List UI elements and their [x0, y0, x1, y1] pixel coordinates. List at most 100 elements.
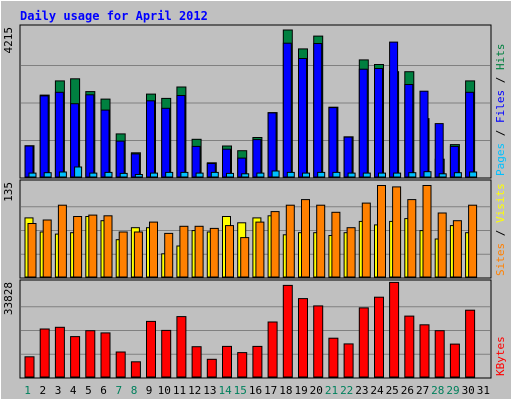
sites-bar — [194, 225, 204, 278]
kbytes-bar — [206, 358, 217, 378]
sites-bar — [240, 237, 250, 278]
panel-1: 4215 Pages / Files / Hits — [2, 24, 507, 179]
pages-bar — [302, 172, 310, 178]
sites-bar — [57, 204, 67, 278]
sites-bar — [377, 185, 386, 278]
x-tick-label: 9 — [146, 384, 153, 397]
pages-bar — [165, 171, 174, 178]
legend-item: Sites — [494, 243, 507, 276]
files-bar — [252, 139, 262, 178]
sites-bar — [285, 204, 295, 278]
legend: Pages / Files / Hits — [494, 44, 507, 177]
pages-bar — [226, 172, 234, 178]
sites-bar — [468, 204, 478, 278]
files-bar — [100, 109, 110, 178]
files-bar — [146, 100, 155, 178]
legend-item: Files — [494, 90, 507, 123]
kbytes-bar — [85, 330, 96, 378]
pages-bar — [393, 172, 402, 178]
x-tick-label: 25 — [386, 384, 399, 397]
kbytes-bar — [176, 316, 187, 378]
sites-bar — [118, 231, 128, 278]
x-tick-label: 26 — [401, 384, 414, 397]
pages-bar — [150, 172, 158, 178]
x-tick-label: 21 — [325, 384, 338, 397]
legend: Sites / Visits — [494, 183, 507, 276]
x-tick-label: 14 — [218, 384, 232, 397]
sites-bar — [270, 211, 280, 278]
sites-bar — [452, 220, 462, 278]
sites-bar — [316, 204, 326, 278]
legend-item: Pages — [494, 143, 507, 176]
files-bar — [374, 68, 383, 178]
files-bar — [389, 41, 399, 178]
pages-bar — [43, 172, 52, 178]
pages-bar — [347, 172, 356, 178]
pages-bar — [180, 171, 189, 178]
legend-item: Visits — [494, 183, 507, 223]
kbytes-bar — [54, 326, 65, 378]
legend-item: / — [494, 123, 507, 143]
sites-bar — [407, 199, 417, 278]
pages-bar — [332, 171, 341, 178]
sites-bar — [422, 185, 432, 278]
files-bar — [358, 68, 368, 178]
kbytes-bar — [24, 356, 35, 378]
kbytes-bar — [130, 361, 141, 378]
files-bar — [282, 42, 292, 178]
sites-bar — [88, 214, 98, 278]
files-bar — [176, 95, 186, 178]
kbytes-bar — [389, 281, 400, 378]
pages-bar — [286, 171, 295, 178]
files-bar — [130, 153, 140, 178]
pages-bar — [362, 172, 371, 178]
kbytes-bar — [146, 320, 156, 378]
legend: KBytes — [494, 336, 507, 376]
legend-item: / — [494, 70, 507, 90]
files-bar — [54, 91, 64, 178]
sites-bar — [255, 221, 265, 278]
pages-bar — [104, 171, 113, 178]
sites-bar — [149, 221, 158, 278]
files-bar — [267, 112, 277, 178]
files-bar — [24, 145, 34, 178]
pages-bar — [58, 171, 67, 178]
kbytes-bar — [298, 298, 308, 378]
x-tick-label: 19 — [294, 384, 307, 397]
y-max-label: 33828 — [2, 282, 15, 315]
chart-panels: 4215 Pages / Files / Hits 135 Sites / Visit… — [2, 24, 507, 379]
pages-bar — [89, 172, 98, 178]
kbytes-bar — [100, 332, 111, 378]
x-tick-label: 12 — [188, 384, 201, 397]
pages-bar — [469, 171, 478, 178]
files-bar — [70, 103, 80, 178]
sites-bar — [209, 227, 219, 278]
pages-bar — [453, 172, 462, 178]
x-tick-label: 28 — [431, 384, 444, 397]
sites-bar — [103, 215, 113, 278]
pages-bar — [74, 166, 83, 178]
legend-item: KBytes — [494, 336, 507, 376]
x-tick-label: 18 — [279, 384, 292, 397]
files-bar — [85, 94, 95, 178]
x-tick-label: 27 — [416, 384, 429, 397]
kbytes-bar — [39, 328, 50, 378]
pages-bar — [28, 172, 37, 178]
legend-item: Hits — [494, 44, 507, 71]
files-bar — [404, 84, 414, 178]
sites-bar — [42, 219, 52, 278]
files-bar — [313, 43, 323, 178]
x-tick-label: 29 — [446, 384, 459, 397]
kbytes-bar — [404, 315, 415, 378]
files-bar — [328, 107, 338, 178]
pages-bar — [256, 172, 265, 178]
x-tick-label: 7 — [115, 384, 122, 397]
kbytes-bar — [252, 345, 263, 378]
kbytes-bar — [115, 351, 126, 378]
kbytes-bar — [282, 284, 293, 378]
x-tick-label: 1 — [24, 384, 31, 397]
kbytes-bar — [313, 305, 324, 378]
x-tick-label: 16 — [249, 384, 262, 397]
files-bar — [115, 140, 125, 178]
